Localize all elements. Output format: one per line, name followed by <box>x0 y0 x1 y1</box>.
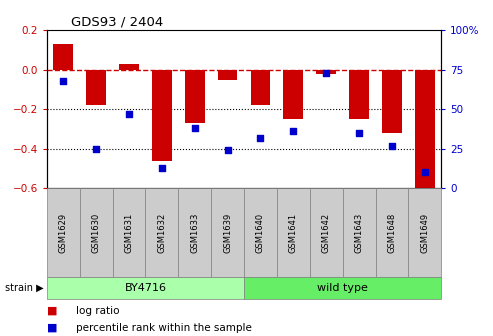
Bar <box>283 70 303 119</box>
Point <box>92 146 100 151</box>
Text: ■: ■ <box>47 323 61 333</box>
Bar <box>415 70 435 192</box>
Point <box>421 170 429 175</box>
Bar <box>382 70 402 133</box>
Point <box>191 125 199 131</box>
Point <box>388 143 396 148</box>
Bar <box>185 70 205 123</box>
Text: GSM1633: GSM1633 <box>190 212 199 253</box>
Point <box>322 70 330 76</box>
Text: GSM1632: GSM1632 <box>157 213 166 253</box>
Text: strain ▶: strain ▶ <box>5 283 43 293</box>
Point <box>125 111 133 117</box>
Text: GSM1642: GSM1642 <box>322 213 331 253</box>
Bar <box>317 70 336 74</box>
Text: GDS93 / 2404: GDS93 / 2404 <box>71 15 164 29</box>
Bar <box>218 70 238 80</box>
Point <box>355 130 363 136</box>
Point <box>256 135 264 140</box>
Text: wild type: wild type <box>317 283 368 293</box>
Text: GSM1648: GSM1648 <box>387 213 396 253</box>
Bar <box>119 64 139 70</box>
Point <box>158 165 166 170</box>
Point <box>224 148 232 153</box>
Text: percentile rank within the sample: percentile rank within the sample <box>76 323 252 333</box>
Text: GSM1630: GSM1630 <box>92 213 101 253</box>
Bar <box>152 70 172 161</box>
Bar <box>250 70 270 105</box>
Text: GSM1649: GSM1649 <box>421 213 429 253</box>
Point <box>289 129 297 134</box>
Bar <box>86 70 106 105</box>
Text: log ratio: log ratio <box>76 306 120 316</box>
Text: GSM1640: GSM1640 <box>256 213 265 253</box>
Text: ■: ■ <box>47 306 61 316</box>
Point <box>59 78 67 83</box>
Bar <box>349 70 369 119</box>
Text: GSM1643: GSM1643 <box>354 213 363 253</box>
Text: GSM1629: GSM1629 <box>59 213 68 253</box>
Text: GSM1639: GSM1639 <box>223 213 232 253</box>
Text: GSM1631: GSM1631 <box>125 213 134 253</box>
Text: GSM1641: GSM1641 <box>289 213 298 253</box>
Text: BY4716: BY4716 <box>124 283 167 293</box>
Bar <box>53 44 73 70</box>
